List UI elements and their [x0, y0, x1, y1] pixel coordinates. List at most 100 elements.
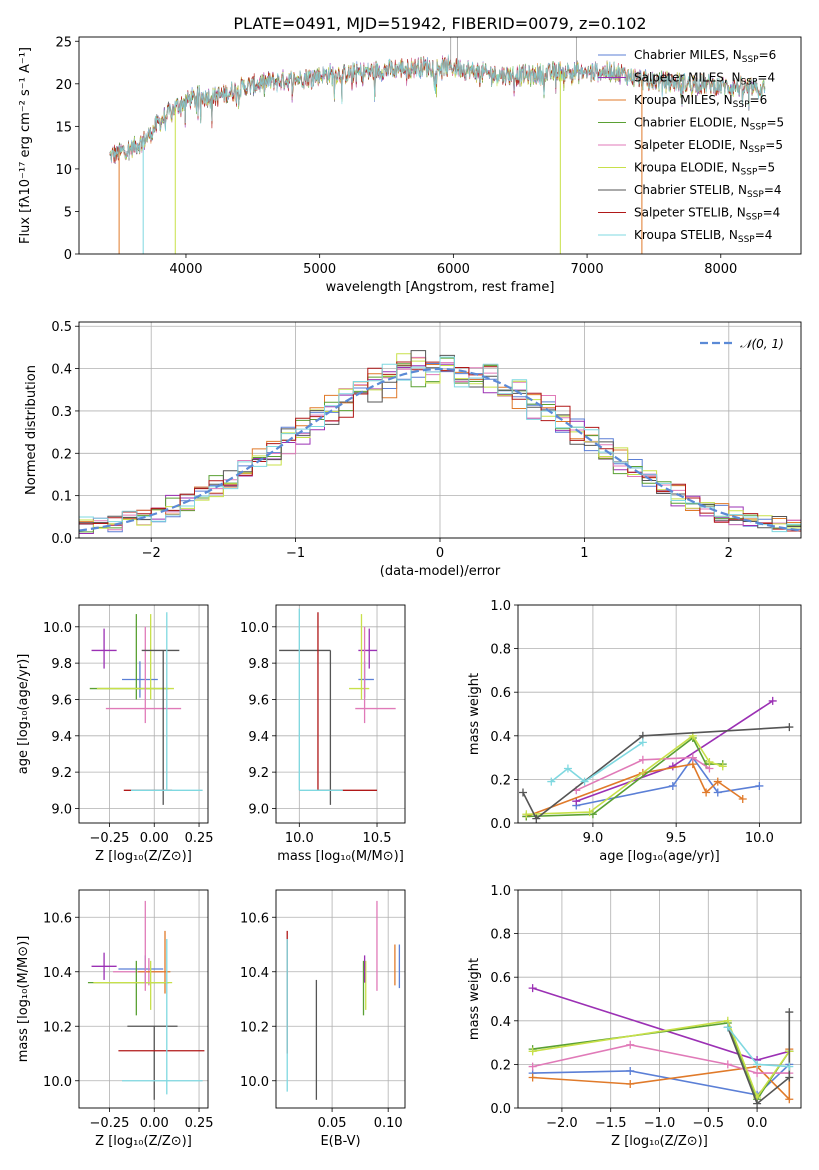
series-marker — [528, 1062, 537, 1071]
x-tick-label: 0 — [436, 546, 444, 561]
plot-area — [279, 608, 396, 805]
axes-frame — [78, 36, 802, 255]
series-marker — [528, 1073, 537, 1082]
series-marker — [718, 762, 727, 771]
series-marker — [532, 814, 541, 823]
x-axis-label: wavelength [Angstrom, rest frame] — [326, 280, 555, 295]
y-tick-label: 0.0 — [51, 532, 72, 547]
series-line-kroupa_miles — [526, 763, 744, 818]
x-tick-label: 0.25 — [185, 1116, 214, 1131]
x-tick-label: 2 — [725, 546, 733, 561]
y-tick-label: 10.0 — [240, 1075, 269, 1090]
x-tick-label: 6000 — [437, 262, 470, 277]
y-tick-label: 9.4 — [248, 730, 269, 745]
y-tick-label: 9.2 — [51, 766, 72, 781]
x-tick-label: −2 — [142, 546, 161, 561]
y-tick-label: 1.0 — [490, 884, 511, 899]
series-marker — [563, 764, 572, 773]
x-tick-label: 0.00 — [140, 1116, 169, 1131]
legend-label: Chabrier MILES, NSSP=6 — [634, 48, 776, 65]
series-marker — [753, 1069, 762, 1078]
x-axis-label: Z [log₁₀(Z/Z⊙)] — [95, 849, 192, 864]
series-marker — [580, 777, 589, 786]
axes-frame — [78, 889, 209, 1109]
y-tick-label: 9.4 — [51, 730, 72, 745]
series-line-kroupa_elodie — [532, 1019, 790, 1099]
y-tick-label: 0.0 — [490, 817, 511, 832]
y-tick-label: 0.8 — [490, 643, 511, 658]
x-tick-label: 7000 — [571, 262, 604, 277]
y-tick-label: 0.6 — [490, 686, 511, 701]
y-axis-label: mass [log₁₀(M/M⊙)] — [16, 936, 31, 1063]
y-tick-label: 0.8 — [490, 928, 511, 943]
normal-curve — [79, 367, 801, 532]
series-marker — [626, 1040, 635, 1049]
x-tick-label: 10.0 — [745, 831, 774, 846]
series-marker — [768, 696, 777, 705]
x-tick-label: 0.25 — [185, 831, 214, 846]
x-tick-label: 10.5 — [363, 831, 392, 846]
plot-area — [89, 612, 203, 805]
series-marker — [518, 788, 527, 797]
series-line-chabrier_miles — [532, 1063, 790, 1096]
legend-label: Chabrier ELODIE, NSSP=5 — [634, 116, 784, 133]
plot-area — [87, 900, 205, 1100]
series-marker — [638, 755, 647, 764]
axes-frame — [275, 889, 406, 1109]
axes-frame — [517, 604, 802, 824]
panel-age_vs_Z: −0.25 0.00 0.25 9.0 9.2 9.4 9.6 9.8 10.0 Z [log₁₀… — [16, 604, 214, 864]
y-tick-label: 10.0 — [43, 621, 72, 636]
series-marker — [705, 757, 714, 766]
x-tick-label: −1.0 — [644, 1116, 676, 1131]
x-tick-label: 4000 — [169, 262, 202, 277]
y-tick-label: 1.0 — [490, 599, 511, 614]
legend-label: Salpeter MILES, NSSP=4 — [634, 71, 775, 88]
x-tick-label: −0.25 — [90, 1116, 130, 1131]
series-marker — [626, 1066, 635, 1075]
x-tick-label: 0.0 — [747, 1116, 768, 1131]
y-tick-label: 9.8 — [51, 657, 72, 672]
series-line-salpeter_elodie — [532, 1043, 790, 1074]
y-axis-label: Normed distribution — [24, 365, 39, 495]
panel-age_vs_mass: 10.0 10.5 9.0 9.2 9.4 9.6 9.8 10.0 mass [log₁₀(M… — [240, 604, 406, 864]
legend: Chabrier MILES, NSSP=6 Salpeter MILES, NS… — [598, 48, 784, 245]
x-axis-label: (data-model)/error — [380, 564, 501, 579]
series-marker — [638, 738, 647, 747]
series-line-kroupa_stelib — [550, 741, 644, 783]
plot-area — [518, 696, 794, 823]
y-tick-label: 10.2 — [240, 1020, 269, 1035]
series-marker — [753, 1099, 762, 1108]
y-axis-label: mass weight — [467, 673, 482, 755]
legend-label: 𝒩(0, 1) — [740, 337, 784, 351]
y-tick-label: 0.5 — [51, 320, 72, 335]
x-tick-label: 0.05 — [318, 1116, 347, 1131]
y-tick-label: 0.4 — [490, 1015, 511, 1030]
axes-frame — [78, 604, 209, 824]
x-tick-label: 10.0 — [285, 831, 314, 846]
series-marker — [528, 1047, 537, 1056]
x-tick-label: −1.5 — [595, 1116, 627, 1131]
y-tick-label: 0.0 — [490, 1102, 511, 1117]
x-tick-label: 5000 — [303, 262, 336, 277]
panel-mass_vs_ebv: 0.05 0.10 10.0 10.2 10.4 10.6 E(B-V) — [240, 889, 406, 1149]
legend-label: Kroupa ELODIE, NSSP=5 — [634, 161, 775, 178]
y-tick-label: 25 — [55, 35, 72, 50]
series-marker — [738, 795, 747, 804]
x-axis-label: E(B-V) — [320, 1134, 360, 1149]
series-marker — [785, 1095, 794, 1104]
figure-title: PLATE=0491, MJD=51942, FIBERID=0079, z=0… — [233, 14, 646, 33]
y-axis-label: Flux [fλ10⁻¹⁷ erg cm⁻² s⁻¹ A⁻¹] — [18, 47, 33, 244]
panel-mass_weight_vs_Z: −2.0 −1.5 −1.0 −0.5 0.0 0.0 0.2 0.4 0.6 0.8 1.0 Z [… — [467, 884, 802, 1149]
panel-mass_vs_Z: −0.25 0.00 0.25 10.0 10.2 10.4 10.6 Z [log₁₀(Z/… — [16, 889, 214, 1149]
series-marker — [755, 781, 764, 790]
series-marker — [528, 984, 537, 993]
series-marker — [785, 723, 794, 732]
series-marker — [585, 808, 594, 817]
x-tick-label: 8000 — [704, 262, 737, 277]
y-tick-label: 10.0 — [43, 1075, 72, 1090]
y-tick-label: 0.6 — [490, 971, 511, 986]
y-tick-label: 15 — [55, 120, 72, 135]
x-tick-label: 9.5 — [666, 831, 687, 846]
x-tick-label: 9.0 — [583, 831, 604, 846]
